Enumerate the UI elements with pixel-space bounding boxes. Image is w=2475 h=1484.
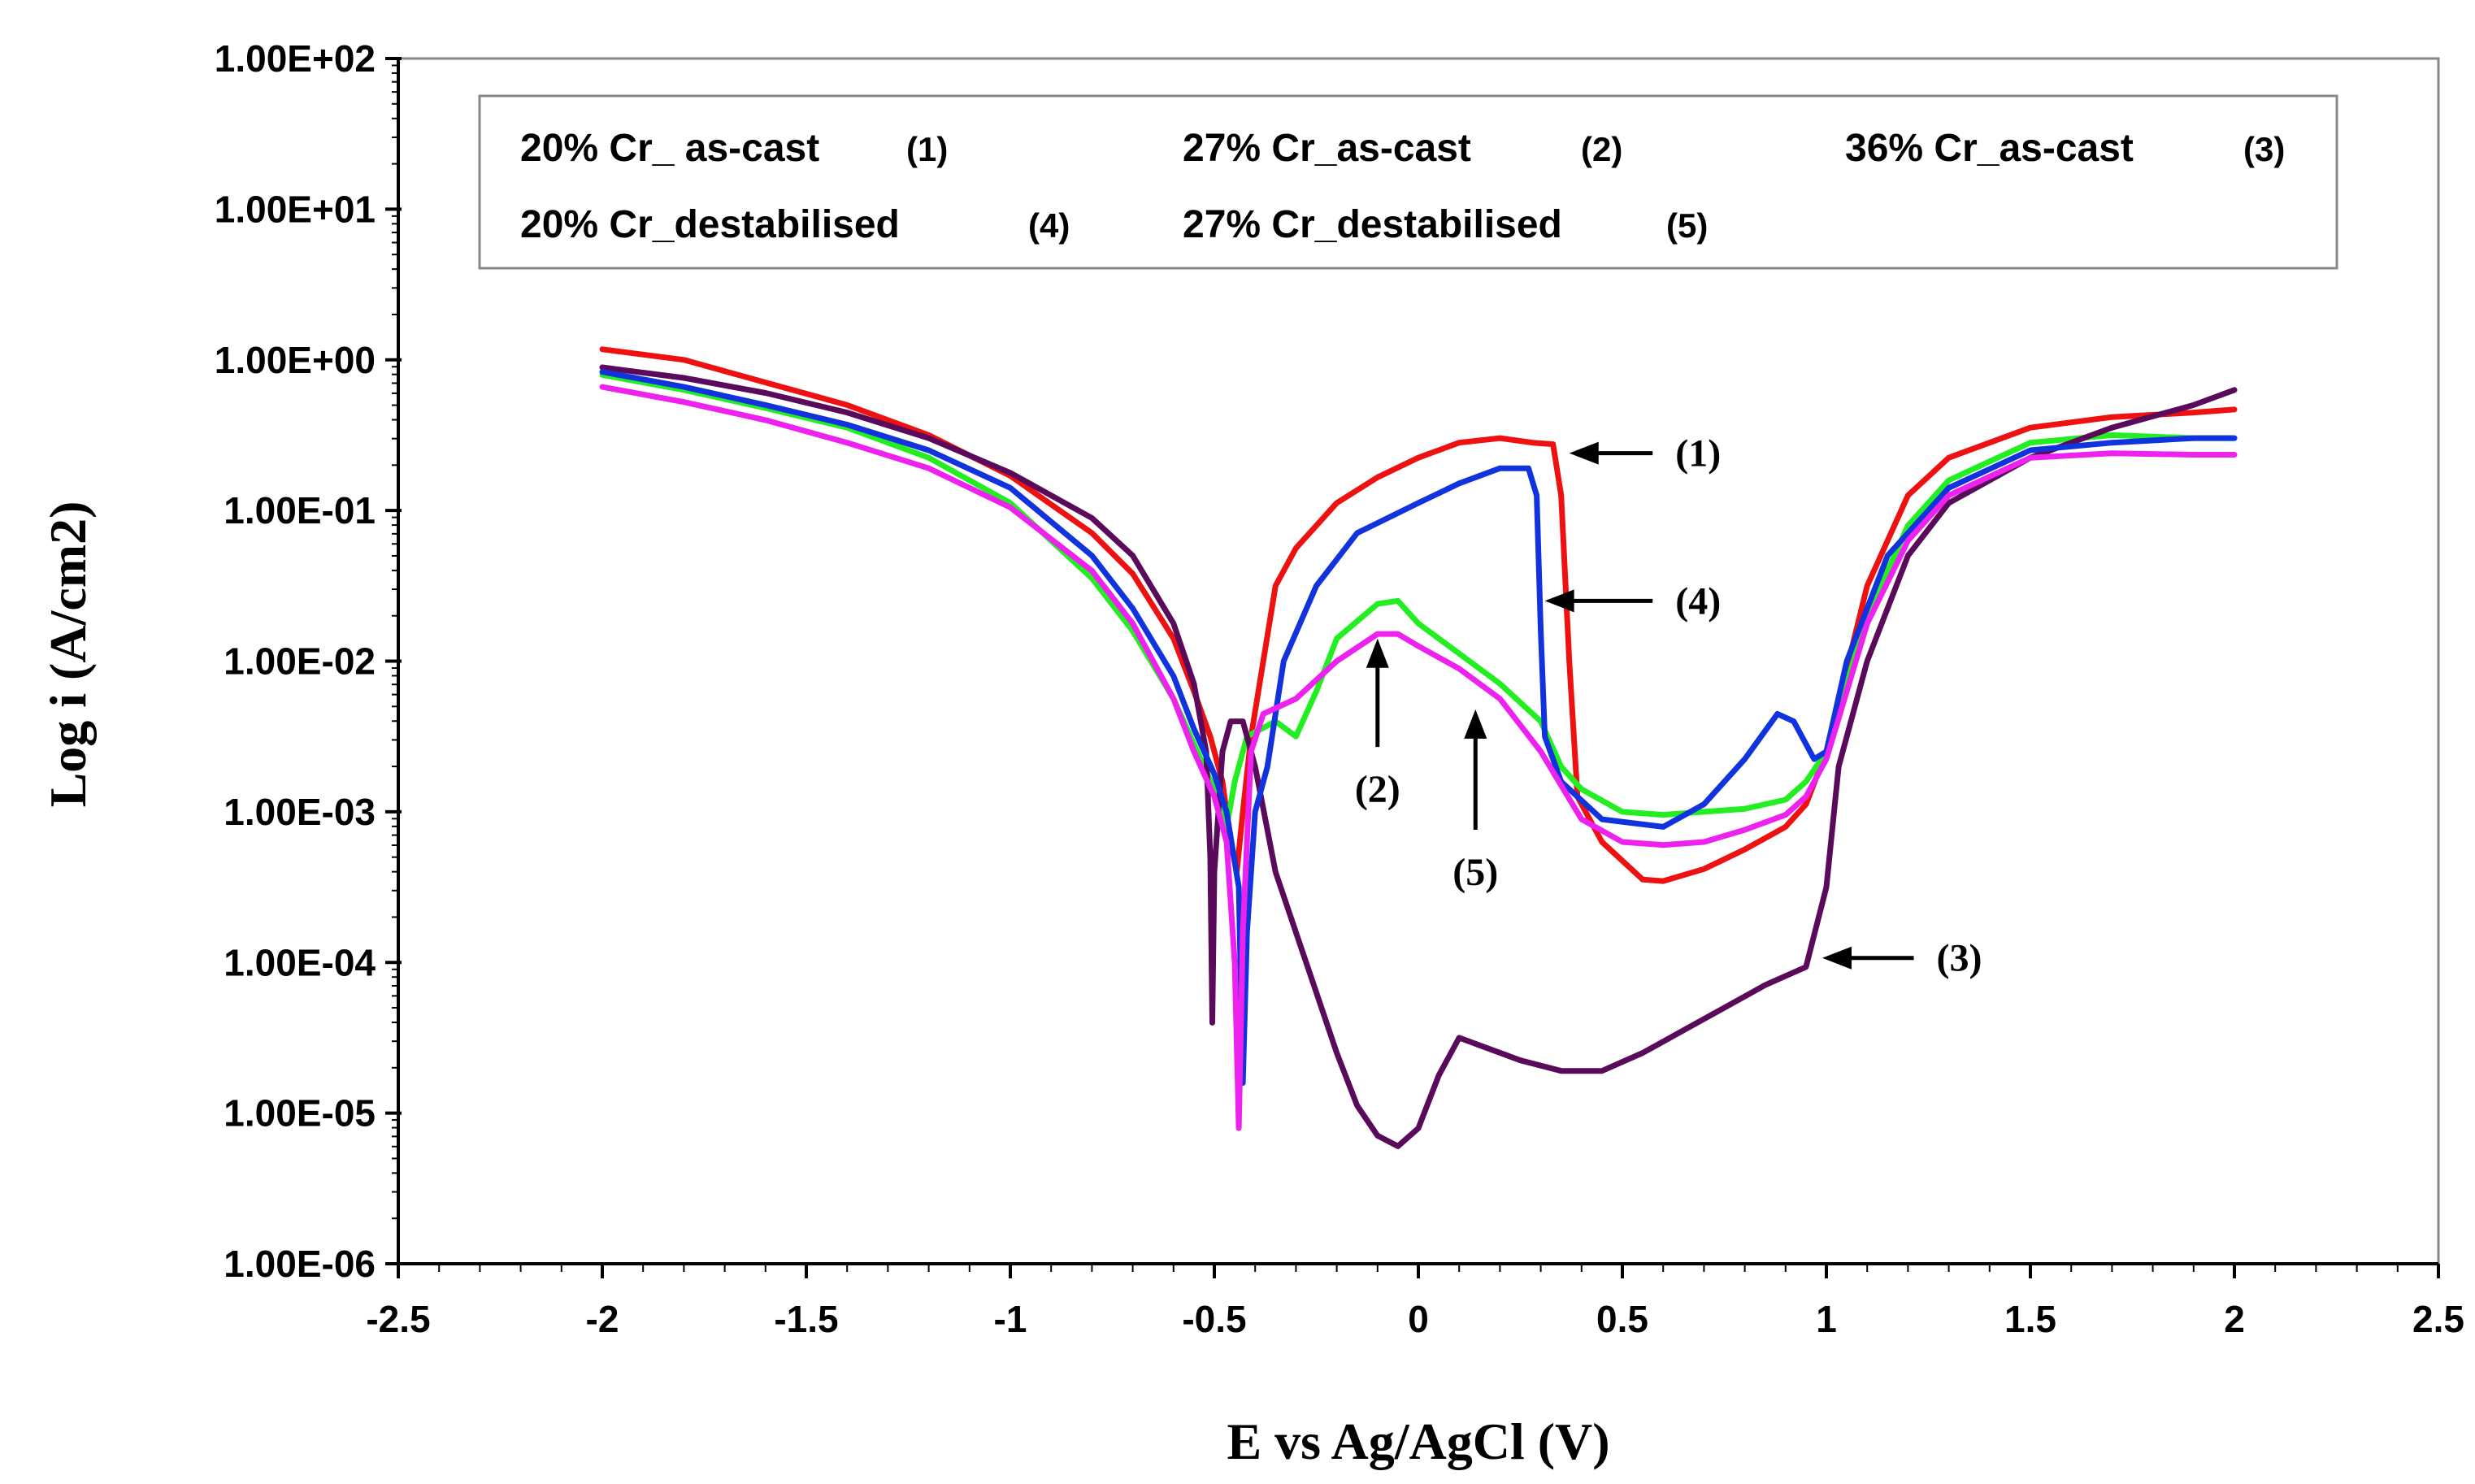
legend-label-1: 20% Cr_ as-cast <box>520 127 819 170</box>
y-axis-title: Log i (A/cm2) <box>39 501 97 808</box>
annotation-label: (4) <box>1675 579 1721 623</box>
annotation-arrowhead <box>1366 638 1389 668</box>
y-tick-label: 1.00E+02 <box>215 37 376 80</box>
legend-number-1: (1) <box>906 130 948 168</box>
y-tick-label: 1.00E-03 <box>224 791 376 833</box>
x-tick-label: 1.5 <box>2004 1298 2056 1340</box>
legend-label-3: 36% Cr_as-cast <box>1845 127 2134 170</box>
legend-number-2: (2) <box>1581 130 1622 168</box>
legend-number-5: (5) <box>1666 206 1708 245</box>
legend-label-5: 27% Cr_destabilised <box>1183 203 1562 246</box>
annotation-arrowhead <box>1822 946 1852 970</box>
x-tick-label: -1 <box>994 1298 1027 1340</box>
annotation-2: (2) <box>1355 638 1400 811</box>
annotation-label: (1) <box>1675 432 1721 475</box>
legend-box <box>478 94 2338 270</box>
annotation-label: (3) <box>1937 937 1982 980</box>
x-tick-label: -1.5 <box>774 1298 838 1340</box>
x-tick-label: -2 <box>586 1298 619 1340</box>
y-tick-label: 1.00E+01 <box>215 188 376 230</box>
legend-label-4: 20% Cr_destabilised <box>520 203 900 246</box>
y-tick-label: 1.00E+00 <box>215 339 376 381</box>
y-axis <box>385 57 402 1265</box>
x-tick-label: 0.5 <box>1596 1298 1648 1340</box>
x-tick-label: 1 <box>1816 1298 1837 1340</box>
y-tick-label: 1.00E-01 <box>224 489 376 532</box>
y-tick-labels: 1.00E+02 1.00E+01 1.00E+00 1.00E-01 1.00E-02… <box>215 37 376 1285</box>
annotation-3: (3) <box>1822 937 1982 980</box>
annotation-arrowhead <box>1544 589 1574 613</box>
y-tick-label: 1.00E-06 <box>224 1243 376 1285</box>
x-tick-label: -2.5 <box>366 1298 430 1340</box>
annotation-layer: (1) (4) (2) (5) (3) <box>1355 432 1982 980</box>
x-axis <box>397 1262 2440 1278</box>
annotation-5: (5) <box>1452 709 1498 894</box>
annotation-label: (2) <box>1355 768 1400 811</box>
x-tick-label: 2 <box>2224 1298 2245 1340</box>
series-line-5 <box>599 384 2238 1131</box>
x-tick-label: 2.5 <box>2412 1298 2464 1340</box>
y-tick-label: 1.00E-02 <box>224 640 376 683</box>
legend-number-3: (3) <box>2243 130 2285 168</box>
legend: 20% Cr_ as-cast (1) 27% Cr_as-cast (2) 3… <box>478 94 2338 270</box>
x-tick-labels: -2.5 -2 -1.5 -1 -0.5 0 0.5 1 1.5 2 2.5 <box>366 1298 2464 1340</box>
x-tick-label: 0 <box>1408 1298 1429 1340</box>
legend-number-4: (4) <box>1028 206 1070 245</box>
annotation-4: (4) <box>1544 579 1721 623</box>
x-axis-title: E vs Ag/AgCl (V) <box>1227 1412 1609 1470</box>
annotation-label: (5) <box>1452 851 1498 894</box>
annotation-arrowhead <box>1569 441 1599 465</box>
legend-label-2: 27% Cr_as-cast <box>1183 127 1471 170</box>
series-line-3 <box>599 364 2238 1149</box>
annotation-1: (1) <box>1569 432 1721 475</box>
series-layer <box>599 346 2238 1149</box>
y-tick-label: 1.00E-05 <box>224 1092 376 1135</box>
y-tick-label: 1.00E-04 <box>224 941 376 983</box>
annotation-arrowhead <box>1464 709 1487 739</box>
x-tick-label: -0.5 <box>1182 1298 1246 1340</box>
